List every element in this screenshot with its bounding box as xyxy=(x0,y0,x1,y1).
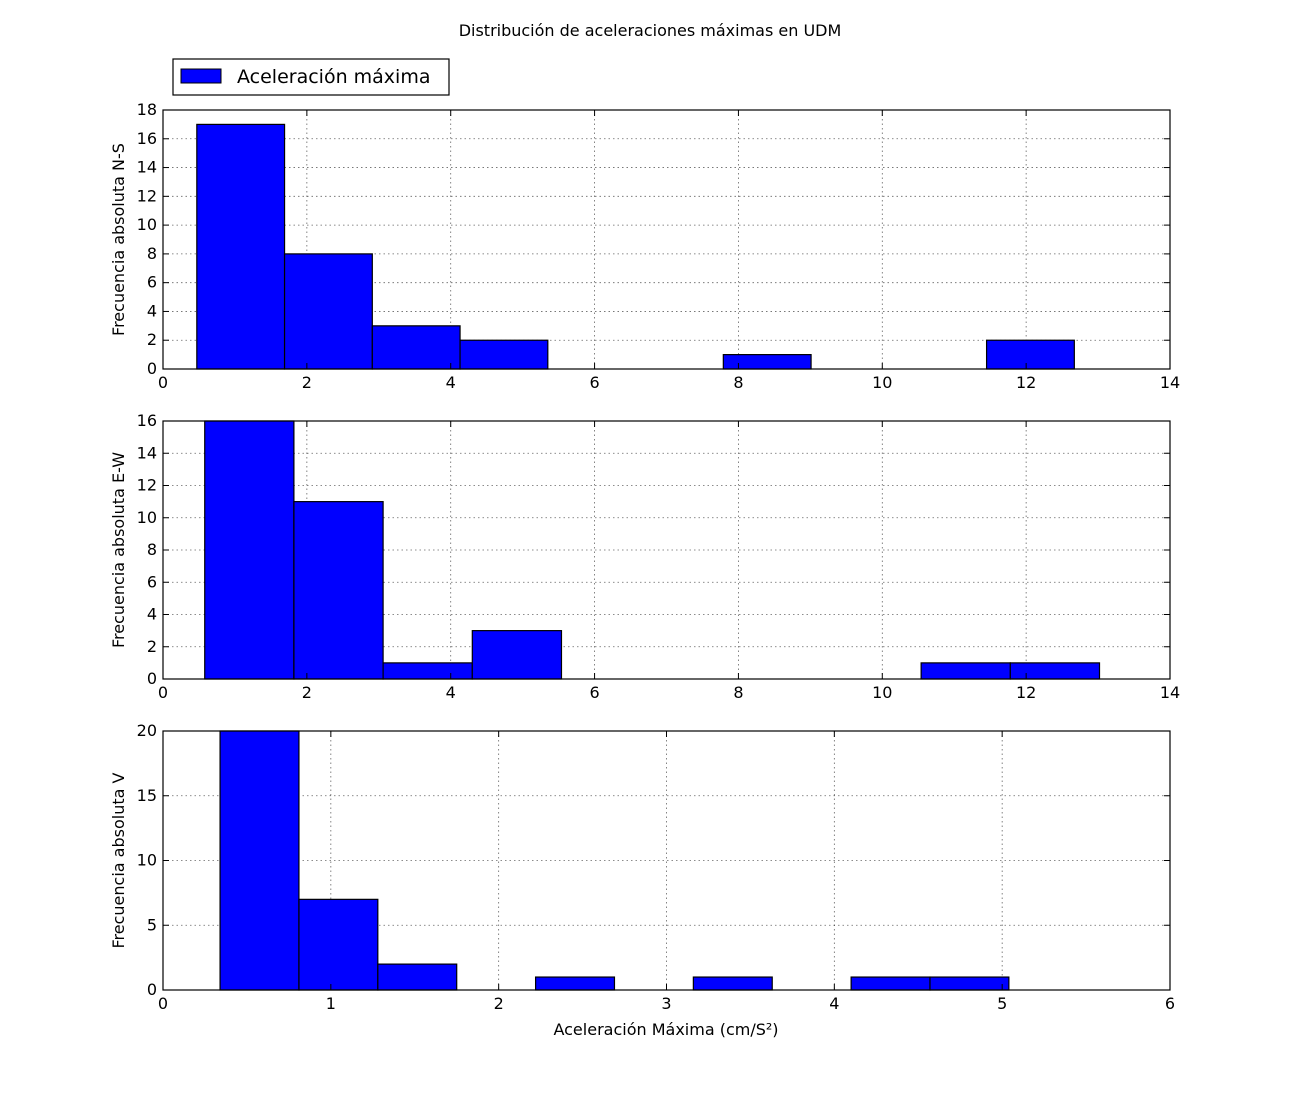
histogram-panel: 0 2 4 6 8 10 12 14 0 2 4 6 8 10 12 14 16 Frecuencia absol… xyxy=(109,411,1180,702)
histogram-bar xyxy=(293,501,384,680)
y-tick-label: 6 xyxy=(147,273,157,292)
y-tick-label: 5 xyxy=(147,915,157,934)
x-tick-label: 2 xyxy=(494,994,504,1013)
y-axis-label: Frecuencia absoluta V xyxy=(109,772,128,948)
y-tick-label: 16 xyxy=(137,129,157,148)
histogram-bar xyxy=(204,420,295,680)
histogram-bar xyxy=(298,898,379,991)
x-tick-label: 12 xyxy=(1016,373,1036,392)
x-tick-label: 6 xyxy=(589,683,599,702)
plot-frame xyxy=(162,109,1171,370)
x-tick-label: 4 xyxy=(829,994,839,1013)
x-tick-label: 3 xyxy=(661,994,671,1013)
legend-swatch xyxy=(180,68,222,84)
y-tick-label: 0 xyxy=(147,669,157,688)
histogram-bar xyxy=(471,630,563,680)
x-tick-label: 6 xyxy=(589,373,599,392)
x-tick-label: 2 xyxy=(302,683,312,702)
chart-title: Distribución de aceleraciones máximas en… xyxy=(459,21,842,40)
y-tick-label: 12 xyxy=(137,476,157,495)
histogram-bar xyxy=(459,339,549,370)
legend-label: Aceleración máxima xyxy=(237,66,430,88)
x-tick-label: 10 xyxy=(872,683,892,702)
x-tick-label: 10 xyxy=(872,373,892,392)
y-tick-label: 4 xyxy=(147,301,157,320)
x-tick-label: 6 xyxy=(1165,994,1175,1013)
histogram-bar xyxy=(371,325,461,370)
y-tick-label: 2 xyxy=(147,330,157,349)
x-tick-label: 5 xyxy=(997,994,1007,1013)
y-tick-label: 10 xyxy=(137,851,157,870)
y-tick-label: 20 xyxy=(137,721,157,740)
y-tick-label: 8 xyxy=(147,540,157,559)
x-axis-label: Aceleración Máxima (cm/S²) xyxy=(553,1020,778,1039)
y-tick-label: 0 xyxy=(147,359,157,378)
histogram-bar xyxy=(985,339,1075,370)
histogram-bar xyxy=(692,976,773,991)
histogram-bar xyxy=(377,963,458,991)
y-tick-label: 12 xyxy=(137,186,157,205)
y-tick-label: 2 xyxy=(147,637,157,656)
x-tick-label: 0 xyxy=(158,373,168,392)
histogram-bar xyxy=(382,662,473,680)
x-tick-label: 4 xyxy=(446,373,456,392)
y-tick-label: 6 xyxy=(147,572,157,591)
histogram-bar xyxy=(722,354,812,370)
y-tick-label: 8 xyxy=(147,244,157,263)
y-tick-label: 10 xyxy=(137,508,157,527)
histogram-bar xyxy=(534,976,616,991)
x-tick-label: 0 xyxy=(158,994,168,1013)
x-tick-label: 12 xyxy=(1016,683,1036,702)
x-tick-label: 14 xyxy=(1160,373,1180,392)
histogram-panel: 0 2 4 6 8 10 12 14 0 2 4 6 8 10 12 14 16 18 Frecuencia abs… xyxy=(109,100,1180,392)
histogram-bar xyxy=(929,976,1010,991)
legend: Aceleración máxima xyxy=(172,58,450,96)
histogram-bar xyxy=(1009,662,1101,680)
histogram-bar xyxy=(283,253,373,370)
y-tick-label: 0 xyxy=(147,980,157,999)
x-tick-label: 0 xyxy=(158,683,168,702)
histogram-bar xyxy=(196,123,286,370)
histogram-bar xyxy=(219,730,300,991)
y-axis-label: Frecuencia absoluta N-S xyxy=(109,143,128,336)
y-tick-label: 16 xyxy=(137,411,157,430)
x-tick-label: 8 xyxy=(733,683,743,702)
x-tick-label: 14 xyxy=(1160,683,1180,702)
y-tick-label: 10 xyxy=(137,215,157,234)
y-tick-label: 4 xyxy=(147,605,157,624)
x-tick-label: 1 xyxy=(326,994,336,1013)
x-tick-label: 8 xyxy=(733,373,743,392)
histogram-panel: 0 1 2 3 4 5 6 0 5 10 15 20 Frecuencia absoluta V xyxy=(109,721,1175,1013)
histogram-bar xyxy=(850,976,931,991)
y-tick-label: 14 xyxy=(137,158,157,177)
histogram-bar xyxy=(920,662,1011,680)
y-tick-label: 18 xyxy=(137,100,157,119)
y-axis-label: Frecuencia absoluta E-W xyxy=(109,452,128,648)
y-tick-label: 14 xyxy=(137,443,157,462)
x-tick-label: 2 xyxy=(302,373,312,392)
x-tick-label: 4 xyxy=(446,683,456,702)
y-tick-label: 15 xyxy=(137,786,157,805)
